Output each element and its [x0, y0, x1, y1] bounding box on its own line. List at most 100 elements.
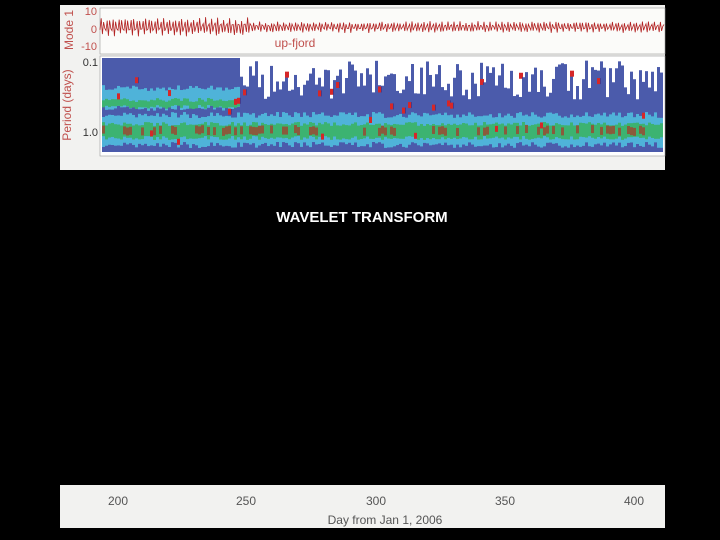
spectrogram-cell — [321, 133, 325, 140]
spectrogram-cell — [138, 100, 141, 108]
y-tick-label: 10 — [85, 6, 97, 18]
spectrogram-cell — [282, 126, 285, 135]
spectrogram-cell — [117, 93, 121, 100]
spectrogram-cell — [141, 89, 144, 110]
spectrogram-cell — [177, 125, 180, 140]
spectrogram-cell — [624, 124, 627, 139]
spectrogram-cell — [651, 123, 654, 138]
spectrogram-cell — [228, 108, 232, 115]
x-tick-label: 200 — [108, 494, 128, 508]
spectrogram-cell — [135, 101, 138, 109]
spectrogram-cell — [378, 127, 381, 136]
spectrogram-cell — [183, 98, 186, 106]
spectrogram-cell — [585, 60, 588, 152]
spectrogram-cell — [207, 127, 210, 136]
spectrogram-cell — [507, 123, 510, 138]
spectrogram-cell — [618, 127, 621, 136]
spectrogram-cell — [171, 98, 174, 106]
spectrogram-cell — [192, 101, 195, 109]
spectrogram-cell — [390, 73, 393, 152]
spectrogram-cell — [594, 69, 597, 152]
spectrogram-cell — [573, 125, 576, 140]
spectrogram-cell — [231, 89, 234, 110]
spectrogram-cell — [327, 123, 330, 138]
spectrogram-cell — [591, 67, 594, 152]
spectrogram-cell — [522, 77, 525, 152]
spectrogram-cell — [216, 123, 219, 138]
spectrogram-cell — [414, 132, 418, 139]
spectrogram-cell — [114, 88, 117, 109]
spectrogram-cell — [150, 122, 153, 137]
spectrogram-cell — [363, 127, 366, 136]
spectrogram-cell — [102, 125, 105, 134]
spectrogram-cell — [324, 122, 327, 137]
spectrogram-cell — [432, 104, 436, 111]
spectrogram-cell — [228, 100, 231, 108]
spectrogram-cell — [339, 125, 342, 140]
spectrogram-cell — [309, 127, 312, 136]
spectrogram-cell — [231, 100, 234, 108]
spectrogram-cell — [501, 123, 504, 138]
spectrogram-cell — [144, 122, 147, 137]
spectrogram-cell — [186, 125, 189, 140]
spectrogram-cell — [621, 125, 624, 140]
spectrogram-cell — [450, 124, 453, 139]
spectrogram-cell — [150, 130, 154, 137]
spectrogram-cell — [564, 125, 567, 140]
mode-label: Mode 1 — [62, 10, 76, 50]
spectrogram-cell — [303, 123, 306, 138]
spectrogram-cell — [159, 125, 162, 134]
x-tick-label: 300 — [366, 494, 386, 508]
spectrogram-cell — [222, 127, 225, 136]
spectrogram-cell — [213, 89, 216, 110]
spectrogram-cell — [204, 89, 207, 110]
spectrogram-cell — [597, 122, 600, 137]
spectrogram-cell — [189, 101, 192, 109]
spectrogram-cell — [564, 64, 567, 152]
spectrogram-cell — [126, 86, 129, 107]
spectrogram-cell — [108, 100, 111, 108]
spectrogram-cell — [129, 101, 132, 109]
spectrogram-cell — [231, 122, 234, 137]
spectrogram-cell — [561, 127, 564, 136]
spectrogram-cell — [159, 99, 162, 107]
spectrogram-cell — [483, 127, 486, 136]
spectrogram-cell — [351, 64, 354, 152]
spectrogram-cell — [279, 123, 282, 138]
spectrogram-cell — [444, 127, 447, 136]
spectrogram-cell — [441, 126, 444, 135]
spectrogram-cell — [228, 89, 231, 110]
spectrogram-cell — [480, 62, 483, 153]
y-tick-label: -10 — [81, 41, 97, 53]
spectrogram-cell — [132, 125, 135, 140]
spectrogram-cell — [486, 66, 489, 152]
slide-title: WAVELET TRANSFORM — [276, 209, 447, 226]
spectrogram-cell — [420, 67, 423, 152]
spectrogram-cell — [630, 71, 633, 152]
spectrogram-cell — [276, 123, 279, 138]
spectrogram-cell — [558, 64, 561, 152]
spectrogram-cell — [366, 122, 369, 137]
spectrogram — [102, 58, 663, 153]
spectrogram-cell — [420, 124, 423, 139]
spectrogram-cell — [219, 99, 222, 107]
spectrogram-cell — [285, 126, 288, 135]
spectrogram-cell — [558, 124, 561, 139]
spectrogram-cell — [387, 124, 390, 139]
spectrogram-cell — [480, 125, 483, 140]
spectrogram-cell — [546, 125, 549, 134]
spectrogram-cell — [108, 89, 111, 110]
spectrogram-cell — [129, 126, 132, 135]
spectrogram-cell — [585, 123, 588, 138]
spectrogram-cell — [291, 123, 294, 138]
spectrogram-cell — [114, 124, 117, 139]
mode-signal — [99, 17, 665, 37]
spectrogram-cell — [219, 87, 222, 108]
spectrogram-cell — [195, 86, 198, 107]
spectrogram-cell — [198, 88, 201, 109]
spectrogram-cell — [516, 126, 519, 135]
spectrogram-cell — [321, 124, 324, 139]
spectrogram-cell — [618, 61, 621, 152]
spectrogram-cell — [177, 98, 180, 106]
spectrogram-cell — [315, 127, 318, 136]
